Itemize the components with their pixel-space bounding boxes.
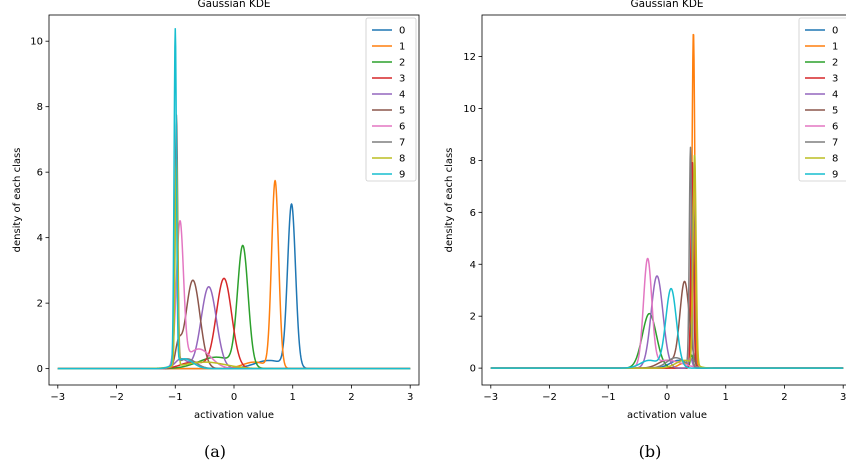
series-line-5: [57, 279, 411, 370]
legend-label-9: 9: [832, 170, 838, 181]
legend-label-7: 7: [399, 138, 405, 149]
legend-label-7: 7: [832, 138, 838, 149]
series-line-9: [57, 27, 411, 370]
y-tick-label: 0: [470, 364, 476, 375]
y-tick-label: 2: [470, 312, 476, 323]
chart-a-legend: 0 1 2 3 4 5 6 7 8 9: [365, 17, 417, 182]
y-tick-label: 6: [470, 208, 476, 219]
legend-label-4: 4: [399, 90, 405, 101]
x-tick-label: −2: [109, 392, 124, 403]
series-line-6: [57, 219, 411, 370]
x-tick-label: 3: [840, 392, 846, 403]
legend-label-8: 8: [399, 154, 405, 165]
chart-b-x-label: activation value: [627, 410, 707, 421]
chart-a-x-label: activation value: [194, 410, 274, 421]
legend-box: [798, 17, 846, 182]
legend-label-3: 3: [832, 74, 838, 85]
y-tick-label: 8: [37, 102, 43, 113]
y-tick-label: 2: [37, 299, 43, 310]
series-line-4: [490, 275, 844, 369]
x-tick-label: −1: [601, 392, 616, 403]
series-line-0: [57, 203, 411, 370]
x-tick-label: 1: [723, 392, 729, 403]
series-line-8: [490, 154, 844, 369]
x-tick-label: 2: [348, 392, 354, 403]
chart-a-caption: (a): [204, 442, 226, 461]
chart-b-title: Gaussian KDE: [630, 0, 703, 10]
legend-label-1: 1: [399, 42, 405, 53]
series-line-9: [490, 287, 844, 369]
y-tick-label: 4: [37, 233, 43, 244]
chart-a-y-label: density of each class: [12, 148, 23, 253]
legend-label-5: 5: [832, 106, 838, 117]
y-tick-label: 8: [470, 156, 476, 167]
x-tick-label: 3: [407, 392, 413, 403]
y-tick-label: 0: [37, 364, 43, 375]
x-tick-label: −3: [483, 392, 498, 403]
chart-a-x-ticks: −3 −2 −1 0 1 2 3: [50, 385, 413, 403]
y-tick-label: 12: [463, 52, 476, 63]
chart-b-caption: (b): [639, 442, 662, 461]
x-tick-label: 2: [781, 392, 787, 403]
legend-label-2: 2: [832, 58, 838, 69]
chart-b-y-label: density of each class: [444, 148, 455, 253]
series-line-3: [57, 277, 411, 370]
y-tick-label: 4: [470, 260, 476, 271]
series-line-1: [490, 33, 844, 369]
y-tick-label: 10: [463, 104, 476, 115]
y-tick-label: 6: [37, 168, 43, 179]
x-tick-label: 0: [231, 392, 237, 403]
series-line-7: [490, 146, 844, 369]
x-tick-label: −2: [542, 392, 557, 403]
legend-label-6: 6: [832, 122, 838, 133]
series-line-5: [490, 280, 844, 369]
chart-b-y-ticks: 0 2 4 6 8 10 12: [463, 52, 482, 375]
chart-b-series: [490, 33, 844, 369]
x-tick-label: −3: [50, 392, 65, 403]
chart-a-title: Gaussian KDE: [197, 0, 270, 10]
chart-a-series: [57, 27, 411, 370]
x-tick-label: 0: [664, 392, 670, 403]
legend-box: [365, 17, 417, 182]
legend-label-8: 8: [832, 154, 838, 165]
legend-label-0: 0: [399, 26, 405, 37]
chart-b-x-ticks: −3 −2 −1 0 1 2 3: [483, 385, 846, 403]
legend-label-9: 9: [399, 170, 405, 181]
legend-label-2: 2: [399, 58, 405, 69]
series-line-1: [57, 179, 411, 370]
x-tick-label: −1: [168, 392, 183, 403]
legend-label-4: 4: [832, 90, 838, 101]
legend-label-1: 1: [832, 42, 838, 53]
series-line-3: [490, 162, 844, 369]
chart-a-y-ticks: 0 2 4 6 8 10: [30, 37, 49, 375]
x-tick-label: 1: [290, 392, 296, 403]
legend-label-6: 6: [399, 122, 405, 133]
y-tick-label: 10: [30, 37, 43, 48]
legend-label-0: 0: [832, 26, 838, 37]
chart-b-legend: 0 1 2 3 4 5 6 7 8 9: [798, 17, 846, 182]
series-line-2: [57, 244, 411, 370]
series-line-0: [490, 183, 844, 369]
legend-label-5: 5: [399, 106, 405, 117]
legend-label-3: 3: [399, 74, 405, 85]
